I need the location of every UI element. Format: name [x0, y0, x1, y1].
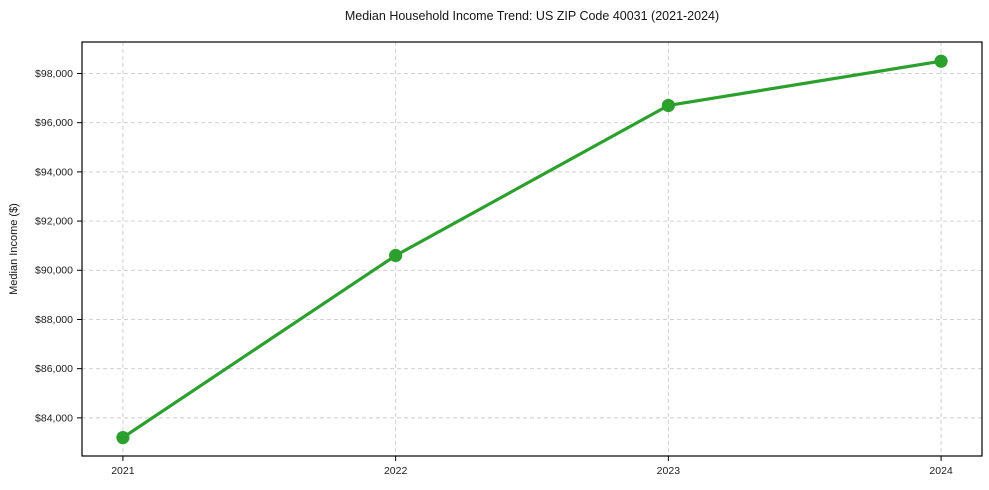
y-tick-label: $86,000 — [35, 363, 73, 375]
y-tick-label: $90,000 — [35, 265, 73, 277]
y-tick-label: $92,000 — [35, 216, 73, 228]
y-tick-label: $96,000 — [35, 117, 73, 129]
y-tick-label: $94,000 — [35, 166, 73, 178]
y-tick-label: $98,000 — [35, 68, 73, 80]
data-point — [389, 248, 403, 263]
x-tick-label: 2021 — [111, 465, 135, 477]
chart-title: Median Household Income Trend: US ZIP Co… — [344, 9, 720, 23]
x-tick-label: 2024 — [929, 465, 953, 477]
x-tick-label: 2022 — [384, 465, 408, 477]
y-tick-label: $84,000 — [35, 412, 73, 424]
plot-border — [81, 41, 983, 457]
data-point — [661, 98, 675, 113]
y-tick-label: $88,000 — [35, 314, 73, 326]
x-tick-label: 2023 — [657, 465, 681, 477]
data-point — [116, 430, 130, 445]
data-point — [934, 54, 948, 68]
trend-line — [121, 59, 943, 440]
